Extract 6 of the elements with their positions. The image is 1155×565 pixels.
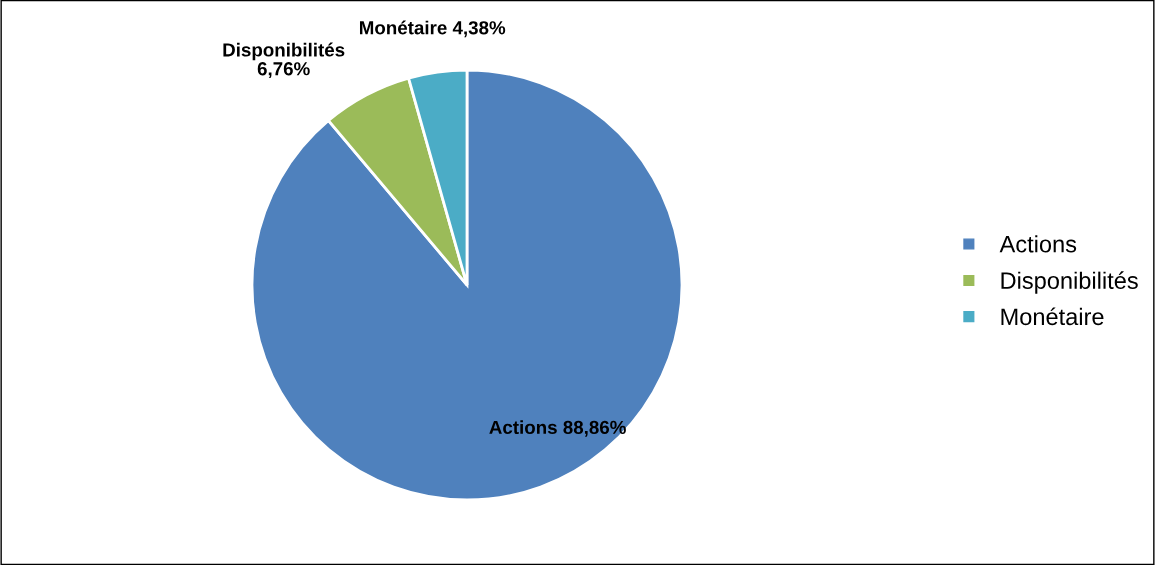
legend-label: Disponibilités (1001, 271, 1138, 294)
legend-label: Monétaire (1001, 307, 1104, 326)
data-label: Monétaire 4,38% (359, 20, 506, 38)
data-label: Disponibilités 6,76% (223, 42, 345, 79)
data-label: Actions 88,86% (489, 420, 626, 437)
legend-label: Actions (999, 235, 1077, 253)
